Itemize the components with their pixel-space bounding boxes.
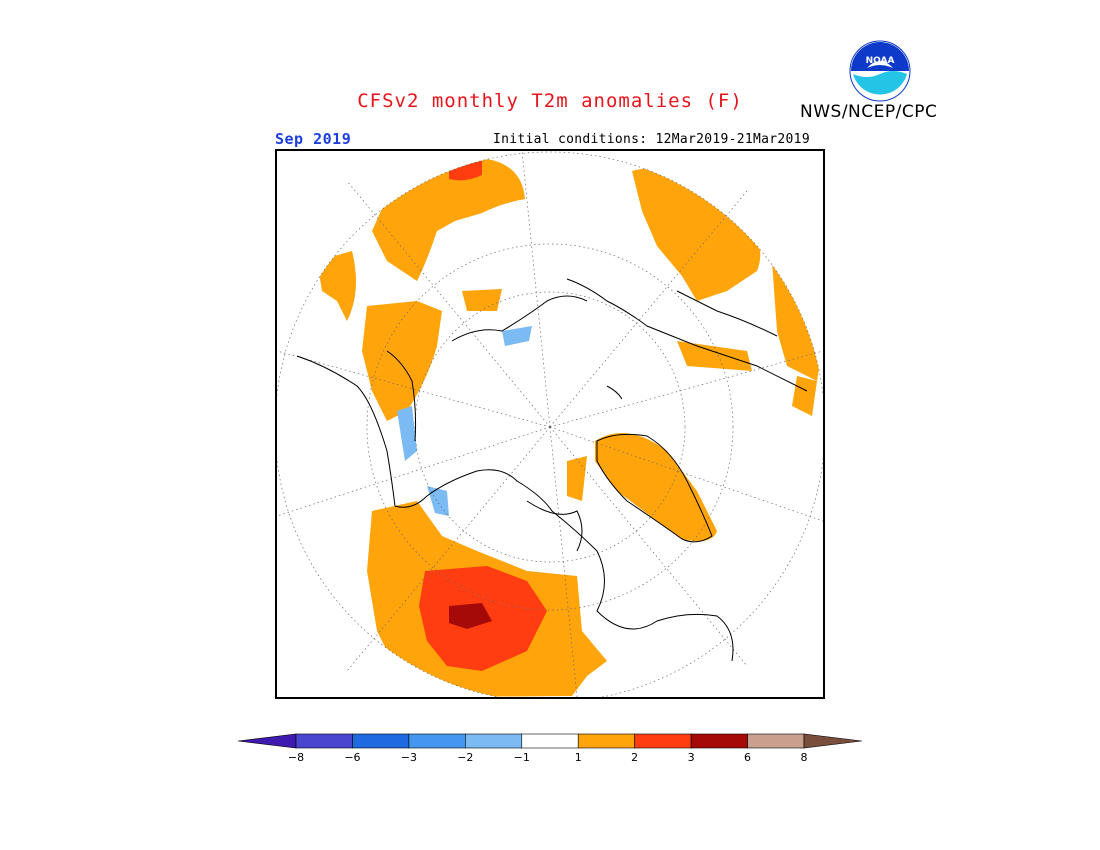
colorbar-bin-1 [295, 733, 353, 749]
colorbar-tick-label: −1 [514, 751, 530, 764]
anomaly-region-us-very-hot [449, 603, 492, 629]
colorbar-tick-label: 6 [744, 751, 751, 764]
anomaly-region-cool-alaska [427, 486, 449, 516]
colorbar-tick-label: −2 [457, 751, 473, 764]
polar-map [277, 151, 823, 697]
logo-text: NOAA [866, 56, 895, 66]
colorbar-bin-9 [747, 733, 805, 749]
anomaly-region-north-asia [462, 289, 502, 311]
colorbar-bin-6 [577, 733, 635, 749]
colorbar-bin-8 [690, 733, 748, 749]
colorbar-bin-7 [634, 733, 692, 749]
initial-conditions-label: Initial conditions: 12Mar2019-21Mar2019 [493, 132, 810, 147]
agency-label: NWS/NCEP/CPC [800, 102, 938, 122]
colorbar-bin-4 [465, 733, 523, 749]
colorbar-tick-label: −8 [288, 751, 304, 764]
anomaly-region-kamchatka [792, 376, 817, 416]
map-title: CFSv2 monthly T2m anomalies (F) [357, 90, 743, 112]
anomaly-region-cool-scandinavia [397, 406, 417, 461]
anomaly-region-greenland [595, 433, 717, 542]
colorbar-bin-3 [408, 733, 466, 749]
colorbar-bin-5 [521, 733, 579, 749]
colorbar-bin-2 [352, 733, 410, 749]
anomaly-region-mediterranean [362, 301, 442, 421]
colorbar-tick-label: −6 [344, 751, 360, 764]
graticule [277, 151, 823, 697]
colorbar: −8 −6 −3 −2 −1 1 2 3 6 8 [238, 733, 862, 764]
coastlines [296, 278, 808, 662]
colorbar-tick-label: 2 [631, 751, 638, 764]
colorbar-tick-label: 3 [688, 751, 695, 764]
valid-month-label: Sep 2019 [275, 130, 352, 148]
anomaly-region-cool-arctic [502, 326, 532, 346]
anomaly-region-east-siberia [677, 341, 752, 371]
anomaly-region-pacific [772, 261, 822, 381]
colorbar-bin-10 [803, 733, 862, 749]
anomaly-region-west-siberia [317, 251, 356, 321]
colorbar-tick-label: −3 [401, 751, 417, 764]
colorbar-tick-label: 8 [801, 751, 808, 764]
colorbar-tick-label: 1 [575, 751, 582, 764]
noaa-logo: NOAA [849, 40, 911, 102]
map-panel [275, 149, 825, 699]
anomaly-region-canadian-islands [567, 456, 587, 501]
colorbar-bin-0 [238, 733, 297, 749]
